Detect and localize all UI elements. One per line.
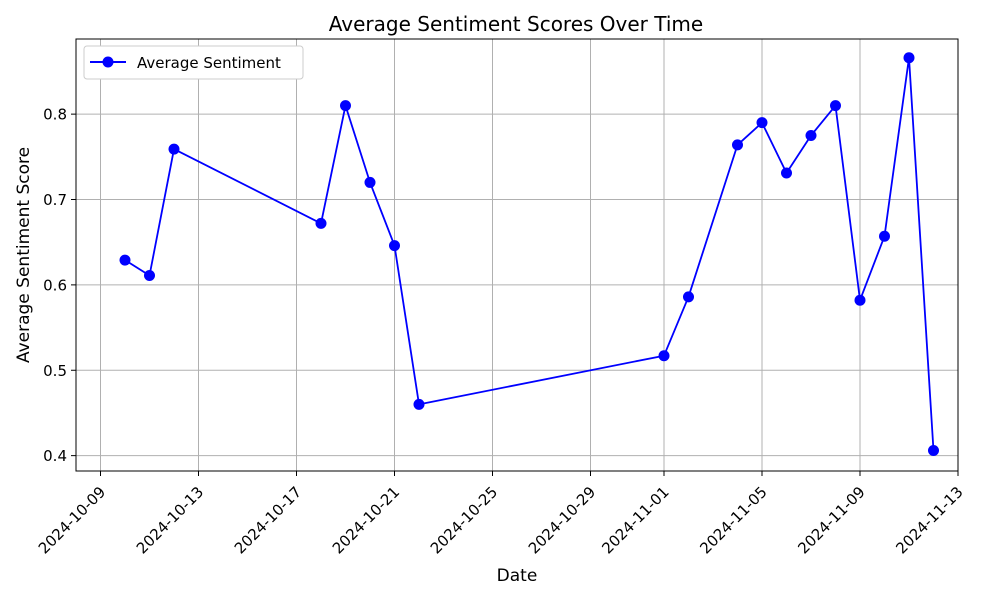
y-tick-label: 0.4 bbox=[43, 447, 67, 465]
y-tick-label: 0.5 bbox=[43, 362, 67, 380]
data-point bbox=[168, 143, 180, 155]
y-tick-label: 0.8 bbox=[43, 106, 67, 124]
data-point bbox=[903, 52, 915, 64]
data-point bbox=[119, 254, 131, 266]
data-point bbox=[928, 445, 939, 457]
y-tick-label: 0.7 bbox=[43, 191, 67, 209]
data-point bbox=[658, 350, 670, 362]
data-point bbox=[781, 167, 792, 179]
y-axis-label: Average Sentiment Score bbox=[14, 147, 34, 363]
data-point bbox=[340, 100, 351, 112]
y-tick-label: 0.6 bbox=[43, 276, 67, 294]
legend-box bbox=[83, 45, 304, 80]
plot-area-frame bbox=[75, 38, 959, 472]
data-point bbox=[364, 176, 376, 188]
data-point bbox=[144, 269, 155, 281]
legend: Average Sentiment bbox=[83, 45, 304, 80]
data-point bbox=[830, 100, 841, 112]
data-point bbox=[732, 139, 743, 151]
data-point bbox=[879, 230, 890, 242]
data-point bbox=[315, 217, 327, 229]
data-point bbox=[683, 291, 694, 303]
data-point bbox=[756, 117, 768, 129]
data-point bbox=[854, 294, 866, 306]
chart-title: Average Sentiment Scores Over Time bbox=[329, 12, 703, 36]
data-point bbox=[389, 240, 400, 252]
legend-entry-average-sentiment: Average Sentiment bbox=[137, 54, 281, 72]
x-axis-label: Date bbox=[497, 566, 538, 586]
data-point bbox=[805, 129, 817, 141]
legend-marker-swatch bbox=[102, 56, 114, 68]
series-layer bbox=[119, 52, 939, 457]
y-axis: 0.4 0.5 0.6 0.7 0.8 bbox=[43, 106, 76, 465]
data-point bbox=[413, 398, 425, 410]
